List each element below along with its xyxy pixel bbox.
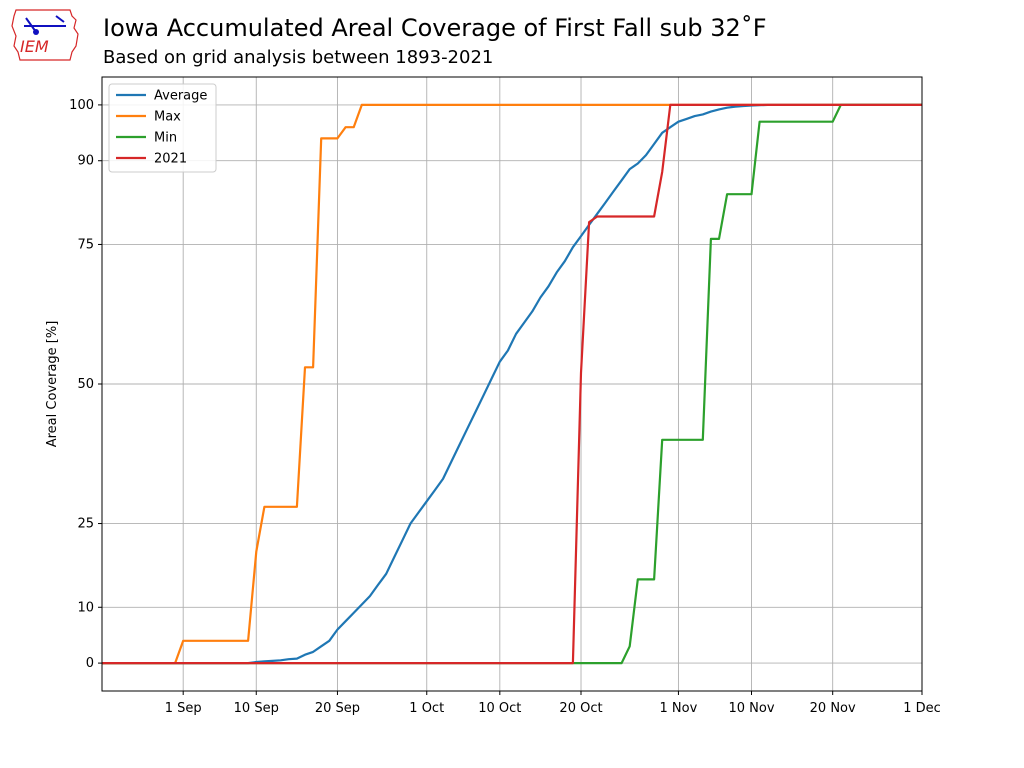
x-tick-label: 10 Nov (728, 701, 774, 716)
x-tick-label: 20 Oct (559, 701, 602, 716)
y-tick-label: 0 (86, 656, 94, 671)
chart-title: Iowa Accumulated Areal Coverage of First… (103, 14, 767, 42)
x-tick-label: 20 Sep (315, 701, 360, 716)
x-tick-label: 1 Nov (660, 701, 698, 716)
logo-text: IEM (20, 37, 49, 56)
series-line-max (102, 103, 922, 665)
x-tick-label: 1 Sep (165, 701, 202, 716)
series-line-min (102, 103, 922, 665)
series-line-2021 (102, 103, 922, 665)
legend-label-2021: 2021 (154, 152, 187, 167)
iem-logo: IEM (6, 6, 86, 66)
legend-label-average: Average (154, 89, 207, 104)
legend-label-min: Min (154, 131, 177, 146)
y-tick-label: 50 (77, 377, 94, 392)
x-tick-label: 10 Oct (478, 701, 521, 716)
chart-subtitle: Based on grid analysis between 1893-2021 (103, 47, 494, 68)
y-tick-label: 25 (77, 517, 94, 532)
y-tick-label: 100 (69, 98, 94, 113)
y-tick-label: 90 (77, 154, 94, 169)
x-tick-label: 1 Oct (409, 701, 444, 716)
x-tick-label: 1 Dec (903, 701, 941, 716)
y-tick-label: 10 (77, 600, 94, 615)
legend-box (108, 83, 217, 173)
y-tick-label: 75 (77, 237, 94, 252)
series-line-average (102, 103, 922, 665)
x-tick-label: 10 Sep (234, 701, 279, 716)
y-axis-label: Areal Coverage [%] (45, 321, 60, 448)
legend-label-max: Max (154, 110, 181, 125)
x-tick-label: 20 Nov (810, 701, 856, 716)
